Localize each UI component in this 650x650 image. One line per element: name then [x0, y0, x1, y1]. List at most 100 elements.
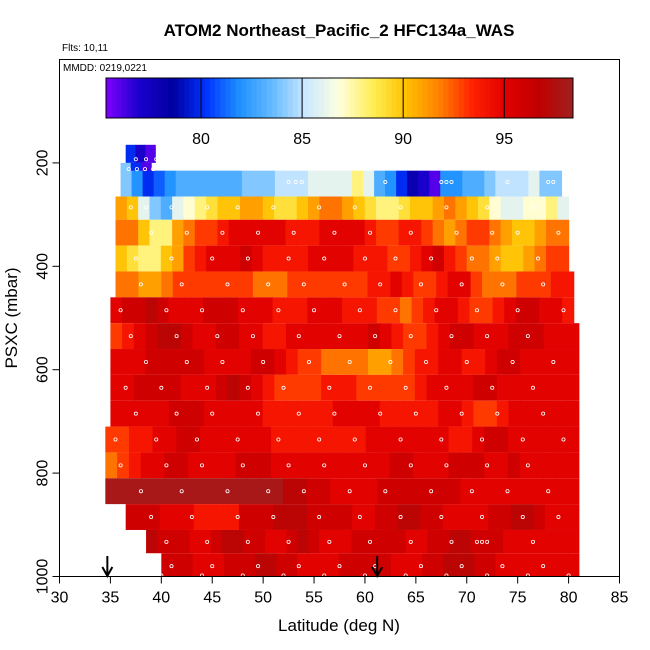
- heatmap-cell: [140, 452, 154, 479]
- heatmap-cell: [211, 452, 225, 479]
- heatmap-cell: [157, 323, 170, 350]
- colorbar-segment: [183, 78, 190, 118]
- heatmap-cell: [285, 170, 298, 197]
- colorbar-segment: [547, 78, 553, 118]
- heatmap-cell: [485, 323, 498, 350]
- sample-point: [454, 230, 459, 235]
- heatmap-cell: [421, 196, 434, 220]
- heatmap-cell: [194, 219, 207, 246]
- sample-point: [256, 564, 261, 569]
- sample-point: [220, 230, 225, 235]
- heatmap-cell: [482, 271, 495, 298]
- heatmap-cell: [555, 323, 568, 350]
- sample-point: [439, 437, 444, 442]
- colorbar-segment: [365, 78, 372, 118]
- heatmap-cell: [105, 478, 118, 505]
- heatmap-cell: [145, 349, 158, 375]
- heatmap-cell: [308, 529, 320, 554]
- sample-point: [378, 282, 383, 287]
- heatmap-cell: [115, 245, 128, 272]
- heatmap-cell: [117, 478, 130, 505]
- heatmap-cell: [511, 219, 524, 246]
- heatmap-cell: [294, 426, 308, 453]
- heatmap-cell: [206, 196, 219, 220]
- sample-point: [525, 573, 530, 578]
- sample-point: [561, 437, 566, 442]
- heatmap-cell: [306, 478, 319, 505]
- heatmap-cell: [168, 349, 182, 375]
- flight-arrows: [101, 556, 384, 579]
- heatmap-cell: [306, 504, 319, 530]
- heatmap-cell: [472, 452, 485, 479]
- heatmap-cell: [484, 170, 496, 197]
- sample-point: [169, 564, 174, 569]
- heatmap-cell: [436, 452, 450, 479]
- heatmap-cell: [254, 529, 266, 554]
- sample-point: [332, 230, 337, 235]
- heatmap-cell: [495, 452, 509, 479]
- sample-point: [266, 282, 271, 287]
- heatmap-cell: [145, 323, 158, 350]
- heatmap-cell: [531, 400, 545, 427]
- heatmap-cell: [204, 349, 217, 375]
- heatmap-cell: [376, 196, 388, 220]
- heatmap-cell: [251, 196, 264, 220]
- heatmap-cell: [203, 553, 215, 577]
- heatmap-cell: [193, 504, 206, 530]
- sample-point: [271, 205, 276, 210]
- heatmap-cell: [403, 349, 416, 375]
- heatmap-cell: [410, 196, 422, 220]
- colorbar-tick-label: 90: [394, 131, 412, 148]
- heatmap-cell: [555, 400, 568, 427]
- heatmap-cell: [481, 297, 494, 324]
- sample-point: [551, 180, 556, 185]
- colorbar-tick-label: 85: [293, 131, 311, 148]
- heatmap-cell: [168, 374, 182, 401]
- colorbar-segment: [541, 78, 548, 118]
- heatmap-cell: [448, 478, 462, 505]
- heatmap-cell: [175, 170, 188, 197]
- sample-point: [159, 385, 164, 390]
- sample-point: [210, 256, 215, 261]
- heatmap-cell: [356, 400, 369, 427]
- sample-point: [469, 256, 474, 261]
- x-tick-label: 45: [203, 590, 221, 607]
- heatmap-cell: [368, 374, 381, 401]
- sample-point: [138, 282, 143, 287]
- sample-point: [500, 282, 505, 287]
- heatmap-cell: [188, 478, 201, 505]
- heatmap-cell: [495, 170, 507, 197]
- heatmap-cell: [318, 452, 331, 479]
- heatmap-cell: [247, 452, 260, 479]
- colorbar-segment: [484, 78, 491, 118]
- heatmap-cell: [249, 297, 262, 324]
- sample-point: [281, 573, 286, 578]
- heatmap-cell: [223, 478, 237, 505]
- heatmap-cell: [215, 400, 229, 427]
- heatmap-cell: [342, 219, 354, 246]
- sample-point: [368, 230, 373, 235]
- heatmap-cell: [172, 245, 185, 272]
- x-tick-label: 65: [407, 590, 425, 607]
- heatmap-cell: [432, 245, 445, 272]
- heatmap-cell: [128, 452, 142, 479]
- x-tick-label: 80: [560, 590, 578, 607]
- plot-frame: [59, 59, 620, 577]
- heatmap-cell: [262, 219, 275, 246]
- heatmap-cell: [416, 529, 428, 554]
- heatmap-cell: [485, 400, 498, 427]
- colorbar-segment: [308, 78, 315, 118]
- heatmap-cell: [566, 452, 580, 479]
- sample-point: [449, 180, 454, 185]
- heatmap-cell: [410, 219, 422, 246]
- heatmap-cell: [110, 349, 123, 375]
- sample-point: [286, 463, 291, 468]
- sample-point: [164, 463, 169, 468]
- heatmap-cell: [531, 478, 544, 505]
- heatmap-cell: [545, 245, 558, 272]
- heatmap-cell: [330, 245, 343, 272]
- sample-point: [362, 256, 367, 261]
- heatmap-cell: [149, 219, 162, 246]
- sample-point: [128, 205, 133, 210]
- heatmap-cell: [244, 553, 256, 577]
